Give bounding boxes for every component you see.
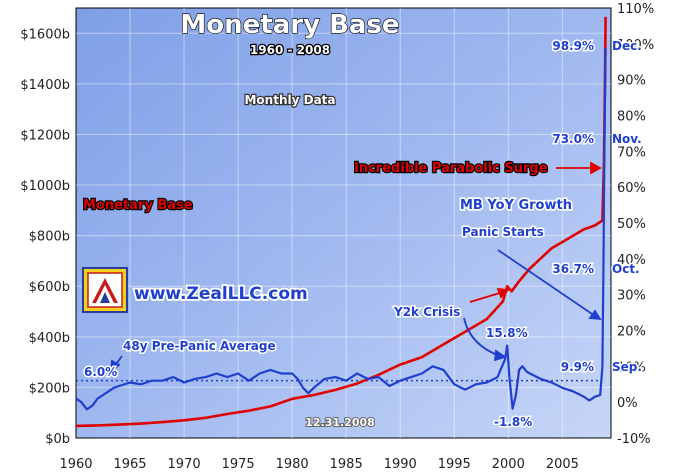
left-tick-label: $200b bbox=[29, 381, 70, 396]
frequency-label: Monthly Data bbox=[244, 93, 335, 107]
x-tick-label: 2000 bbox=[492, 457, 525, 472]
chart-subtitle: 1960 - 2008 bbox=[250, 43, 330, 57]
dec-month: Dec. bbox=[612, 39, 642, 53]
left-tick-label: $1200b bbox=[20, 128, 70, 143]
y2k-peak-value: 15.8% bbox=[486, 326, 528, 340]
left-tick-label: $800b bbox=[29, 230, 70, 245]
right-tick-label: 20% bbox=[617, 325, 646, 340]
y2k-trough-value: -1.8% bbox=[494, 415, 532, 429]
y2k-red-arrow-head bbox=[496, 287, 510, 299]
x-tick-label: 1960 bbox=[59, 457, 92, 472]
x-tick-label: 1970 bbox=[168, 457, 201, 472]
right-tick-label: 90% bbox=[617, 74, 646, 89]
chart-title: Monetary Base bbox=[180, 10, 399, 40]
panic-arrow bbox=[497, 249, 596, 317]
monetary-base-line bbox=[75, 16, 607, 428]
sep-month: Sep. bbox=[612, 360, 642, 374]
right-tick-label: 80% bbox=[617, 110, 646, 125]
oct-value: 36.7% bbox=[552, 262, 594, 276]
avg-label: 48y Pre-Panic Average bbox=[123, 339, 276, 353]
x-tick-label: 1965 bbox=[113, 457, 146, 472]
right-tick-label: 0% bbox=[617, 396, 638, 411]
x-axis-ticks: 1960 1965 1970 1975 1980 1985 1990 1995 2000 2005 bbox=[59, 457, 578, 472]
monetary-base-label: Monetary Base bbox=[83, 198, 193, 213]
right-tick-label: 60% bbox=[617, 181, 646, 196]
right-tick-label: 70% bbox=[617, 145, 646, 160]
x-tick-label: 1985 bbox=[330, 457, 363, 472]
right-tick-label: 100% bbox=[617, 38, 654, 53]
annotation-arrows bbox=[469, 161, 602, 303]
panic-label: Panic Starts bbox=[462, 225, 544, 239]
zeal-logo bbox=[82, 267, 128, 313]
right-tick-label: -10% bbox=[617, 432, 651, 447]
avg-value: 6.0% bbox=[84, 365, 117, 379]
dec-value: 98.9% bbox=[552, 39, 594, 53]
right-axis-ticks: -10% 0% 10% 20% 30% 40% 50% 60% 70% 80% 90% 100% 110… bbox=[617, 2, 654, 447]
y2k-red-arrow bbox=[469, 291, 504, 303]
yoy-growth-label: MB YoY Growth bbox=[460, 198, 572, 213]
left-tick-label: $0b bbox=[45, 432, 70, 447]
right-tick-label: 40% bbox=[617, 253, 646, 268]
left-tick-label: $1600b bbox=[20, 27, 70, 42]
source-url[interactable]: www.ZealLLC.com bbox=[132, 282, 309, 306]
right-tick-label: 50% bbox=[617, 217, 646, 232]
sep-value: 9.9% bbox=[561, 360, 594, 374]
date-stamp: 12.31.2008 bbox=[305, 416, 375, 429]
annotation-arrows-blue bbox=[109, 249, 602, 373]
nov-value: 73.0% bbox=[552, 132, 594, 146]
right-tick-label: 110% bbox=[617, 2, 654, 17]
yoy-growth-line bbox=[75, 47, 607, 411]
left-axis-ticks: $0b $200b $400b $600b $800b $1000b $1200b $1400… bbox=[20, 27, 70, 447]
x-tick-label: 1980 bbox=[276, 457, 309, 472]
y2k-label: Y2k Crisis bbox=[393, 305, 460, 319]
x-tick-label: 1990 bbox=[384, 457, 417, 472]
x-tick-label: 1975 bbox=[222, 457, 255, 472]
nov-month: Nov. bbox=[612, 132, 642, 146]
x-tick-label: 2005 bbox=[546, 457, 579, 472]
x-tick-label: 1995 bbox=[438, 457, 471, 472]
left-tick-label: $600b bbox=[29, 280, 70, 295]
vertical-gridlines bbox=[129, 8, 563, 438]
left-tick-label: $400b bbox=[29, 331, 70, 346]
right-tick-label: 10% bbox=[617, 360, 646, 375]
right-tick-label: 30% bbox=[617, 289, 646, 304]
surge-label: Incredible Parabolic Surge bbox=[354, 161, 548, 176]
y2k-blue-arrow-head bbox=[493, 349, 508, 362]
avg-arrow-head bbox=[109, 359, 121, 373]
surge-arrow-head bbox=[590, 161, 602, 175]
left-tick-label: $1400b bbox=[20, 78, 70, 93]
left-tick-label: $1000b bbox=[20, 179, 70, 194]
panic-arrow-head bbox=[588, 309, 602, 321]
oct-month: Oct. bbox=[612, 262, 640, 276]
